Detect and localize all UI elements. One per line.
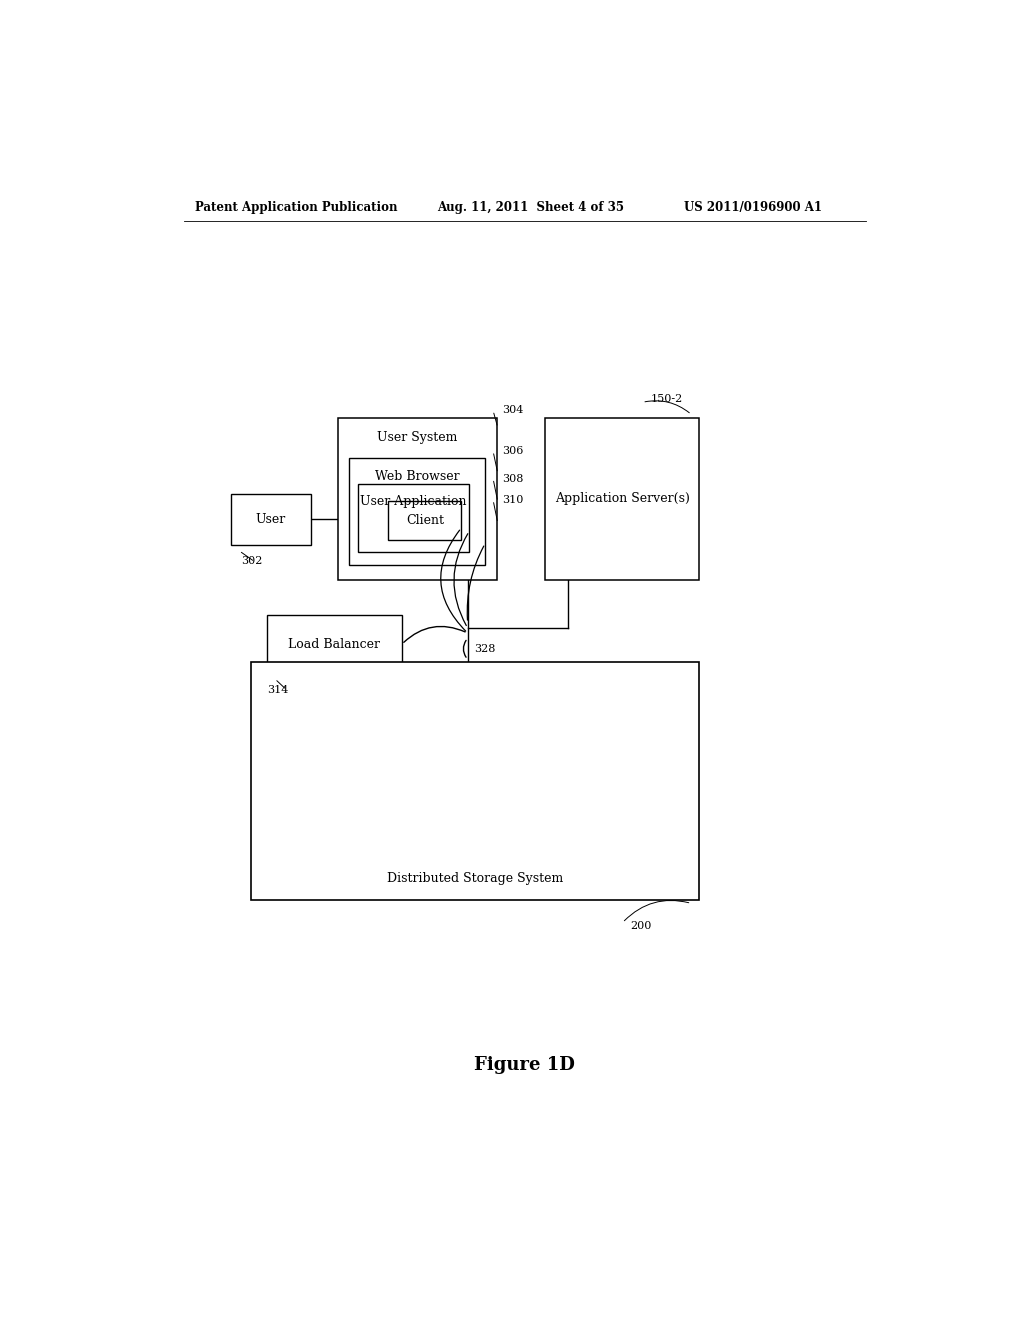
Text: 314: 314 (267, 685, 288, 694)
Text: 308: 308 (503, 474, 524, 483)
FancyBboxPatch shape (231, 494, 310, 545)
Text: Web Browser: Web Browser (375, 470, 459, 483)
Text: Client: Client (406, 513, 443, 527)
Text: 328: 328 (474, 644, 496, 655)
Text: User: User (256, 512, 286, 525)
Text: User Application: User Application (360, 495, 467, 508)
Text: 302: 302 (242, 556, 263, 566)
FancyBboxPatch shape (388, 500, 462, 540)
Text: 304: 304 (503, 405, 524, 416)
FancyBboxPatch shape (348, 458, 485, 565)
Text: Figure 1D: Figure 1D (474, 1056, 575, 1074)
Text: Load Balancer: Load Balancer (289, 638, 380, 651)
FancyBboxPatch shape (251, 661, 699, 900)
Text: 200: 200 (631, 921, 651, 931)
FancyBboxPatch shape (545, 417, 699, 581)
Text: Application Server(s): Application Server(s) (555, 492, 689, 506)
FancyBboxPatch shape (338, 417, 497, 581)
Text: 306: 306 (503, 446, 524, 457)
Text: Patent Application Publication: Patent Application Publication (196, 201, 398, 214)
Text: 150-2: 150-2 (650, 395, 682, 404)
Text: Distributed Storage System: Distributed Storage System (387, 871, 563, 884)
FancyBboxPatch shape (358, 483, 469, 552)
Text: Aug. 11, 2011  Sheet 4 of 35: Aug. 11, 2011 Sheet 4 of 35 (437, 201, 625, 214)
FancyBboxPatch shape (267, 615, 401, 673)
Text: US 2011/0196900 A1: US 2011/0196900 A1 (684, 201, 821, 214)
Text: 310: 310 (503, 495, 524, 506)
Text: User System: User System (378, 430, 458, 444)
